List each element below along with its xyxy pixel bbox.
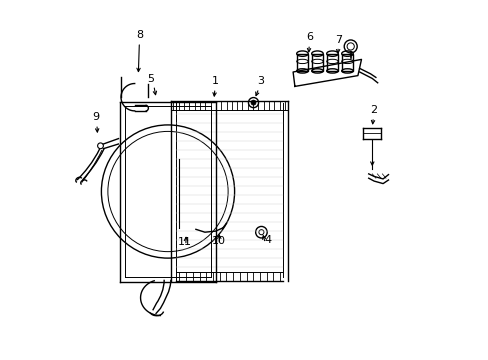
Text: 3: 3 bbox=[257, 76, 264, 86]
Text: 8: 8 bbox=[136, 30, 143, 40]
Text: 6: 6 bbox=[306, 32, 313, 42]
Bar bbox=[326, 54, 338, 71]
Text: 5: 5 bbox=[147, 73, 154, 84]
Text: 2: 2 bbox=[370, 105, 377, 115]
Text: 1: 1 bbox=[212, 76, 219, 86]
Text: 10: 10 bbox=[212, 236, 226, 246]
Text: 4: 4 bbox=[264, 235, 271, 245]
Bar bbox=[296, 54, 307, 71]
Text: 11: 11 bbox=[178, 237, 192, 247]
Circle shape bbox=[250, 100, 256, 105]
Text: 7: 7 bbox=[335, 35, 342, 45]
Text: 9: 9 bbox=[92, 112, 100, 122]
Bar bbox=[341, 54, 352, 71]
Bar bbox=[311, 54, 323, 71]
